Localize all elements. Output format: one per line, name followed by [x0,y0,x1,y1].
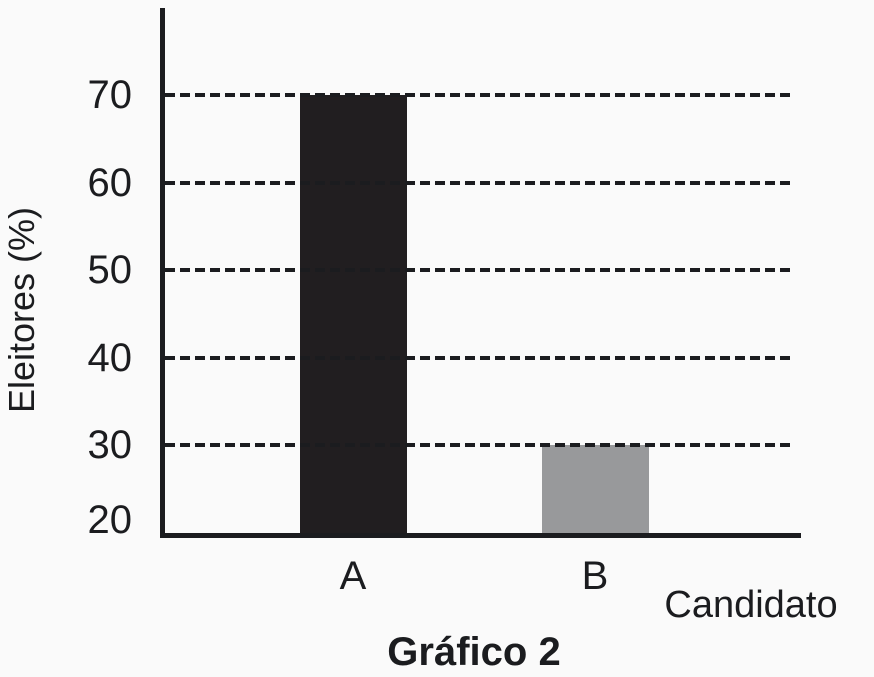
y-tick-label-70: 70 [87,73,133,117]
y-axis-line [160,8,165,538]
x-axis-line [160,533,801,538]
category-label-A: A [339,554,367,598]
bar-B [541,445,649,533]
y-tick-label-40: 40 [87,335,133,380]
y-tick-label-50: 50 [87,248,133,293]
y-tick-label-30: 30 [87,423,133,468]
category-label-B: B [581,554,609,598]
gridline-70 [165,93,790,97]
gridline-50 [165,268,790,273]
chart-title: Gráfico 2 [387,630,561,674]
gridline-40 [165,355,790,360]
x-axis-title: Candidato [664,584,838,626]
y-tick-label-60: 60 [87,160,133,205]
bar-A [299,95,407,533]
y-axis-title: Eleitores (%) [1,206,42,414]
gridline-60 [165,180,790,185]
gridline-30 [165,443,790,448]
y-tick-label-20: 20 [87,498,133,542]
